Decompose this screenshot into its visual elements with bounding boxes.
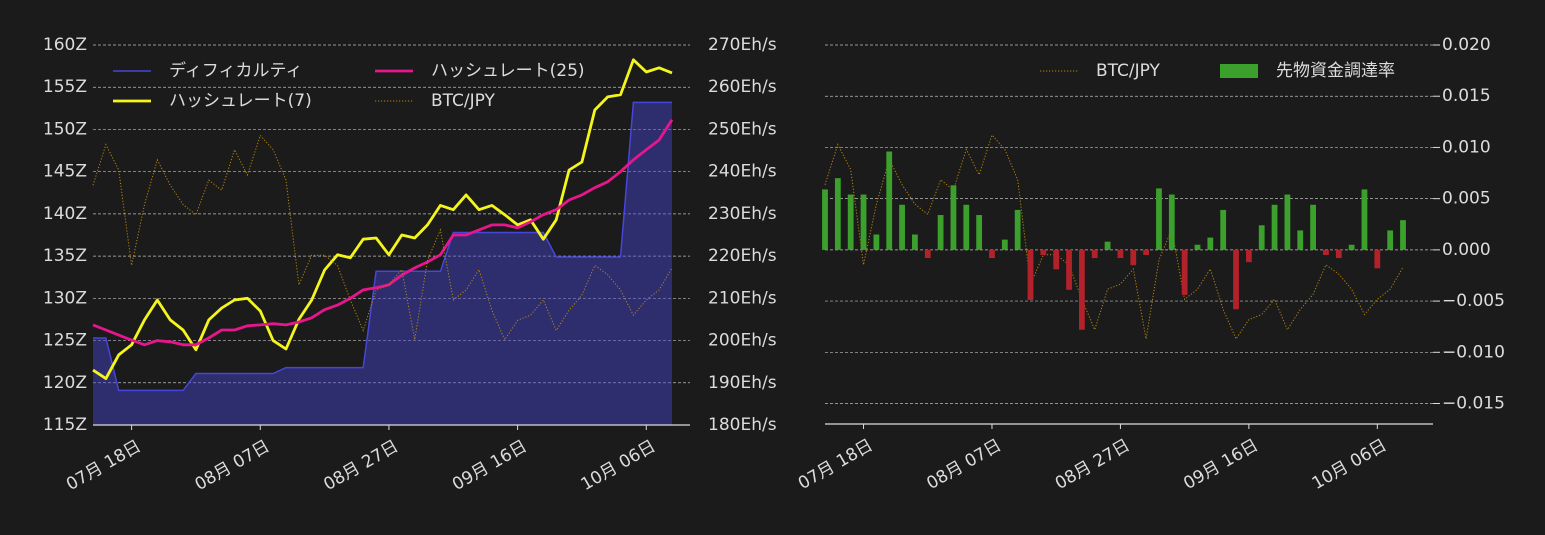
y-tick-label: 0.020 (1442, 35, 1491, 55)
y-tick-label: 0.010 (1442, 137, 1491, 157)
bar (1400, 220, 1406, 250)
bar (1078, 249, 1085, 330)
y-tick-label: 0.000 (1442, 240, 1491, 260)
bar (1258, 225, 1265, 250)
y2-tick-label: 230Eh/s (708, 204, 777, 224)
bar (1117, 249, 1124, 259)
legend-label: ディフィカルティ (169, 60, 302, 81)
bar (860, 194, 867, 250)
legend-label: BTC/JPY (431, 91, 496, 111)
bar (976, 215, 983, 250)
bar (1297, 230, 1304, 250)
y2-tick-label: 200Eh/s (708, 331, 777, 351)
legend-label: 先物資金調達率 (1276, 61, 1395, 81)
bar (1130, 249, 1137, 266)
bar (1194, 244, 1201, 250)
bar (1053, 249, 1060, 270)
bar (1207, 237, 1214, 250)
legend-entry: BTC/JPY (375, 91, 496, 111)
y-tick-label: 140Z (43, 204, 87, 224)
bar (963, 204, 970, 250)
bar (1310, 204, 1316, 250)
y-tick-label: 130Z (43, 288, 87, 308)
y-tick-label: 115Z (43, 415, 87, 435)
y2-tick-label: 250Eh/s (708, 119, 777, 139)
bar (950, 185, 957, 250)
bar (1014, 209, 1021, 250)
y-tick-label: −0.015 (1442, 394, 1505, 414)
y-tick-label: −0.010 (1442, 342, 1505, 362)
y-tick-label: 0.005 (1442, 189, 1491, 209)
legend-label: ハッシュレート(25) (431, 61, 585, 81)
area-line (93, 101, 672, 392)
y2-tick-label: 180Eh/s (708, 415, 777, 435)
bar (1156, 188, 1162, 250)
bar (1335, 249, 1342, 259)
bar (1091, 249, 1098, 259)
bar (1245, 249, 1252, 263)
bar (1323, 249, 1329, 255)
y-tick-label: 160Z (43, 35, 87, 55)
bar (912, 234, 918, 250)
bar (1168, 194, 1175, 250)
area-fill (93, 102, 672, 426)
legend-entry: ハッシュレート(7) (113, 91, 312, 111)
bar (899, 204, 905, 250)
bar (1361, 189, 1368, 250)
bar (886, 151, 893, 250)
bar (989, 249, 995, 259)
bar (1284, 194, 1291, 250)
bar (924, 249, 931, 259)
bar (937, 215, 944, 250)
y-tick-label: 120Z (43, 373, 87, 393)
bar (847, 194, 854, 250)
y2-tick-label: 240Eh/s (708, 162, 777, 182)
y2-tick-label: 260Eh/s (708, 77, 777, 97)
legend-entry: ディフィカルティ (113, 60, 302, 81)
legend-entry: 先物資金調達率 (1220, 61, 1395, 81)
y2-tick-label: 210Eh/s (708, 288, 777, 308)
bar (834, 178, 841, 250)
line (824, 134, 1404, 340)
y-tick-label: 150Z (43, 119, 87, 139)
y-tick-label: 0.015 (1442, 86, 1491, 106)
legend-swatch (1220, 64, 1258, 78)
legend-label: ハッシュレート(7) (169, 91, 312, 111)
bar (1104, 241, 1111, 250)
legend-entry: ハッシュレート(25) (375, 61, 585, 81)
line (92, 58, 673, 380)
y-tick-label: 155Z (43, 77, 87, 97)
bar (822, 189, 828, 250)
bar (1001, 239, 1008, 250)
y-tick-label: −0.005 (1442, 291, 1505, 311)
bar (1271, 204, 1278, 250)
y2-tick-label: 270Eh/s (708, 35, 777, 55)
bar (1066, 249, 1072, 290)
line (92, 118, 674, 347)
bar (873, 234, 880, 250)
bar (1348, 244, 1355, 250)
legend-label: BTC/JPY (1096, 61, 1161, 81)
legend-entry: BTC/JPY (1040, 61, 1161, 81)
y2-tick-label: 190Eh/s (708, 373, 777, 393)
y-tick-label: 145Z (43, 162, 87, 182)
bar (1027, 249, 1034, 301)
y2-tick-label: 220Eh/s (708, 246, 777, 266)
y-tick-label: 135Z (43, 246, 87, 266)
bar (1387, 230, 1394, 250)
bar (1143, 249, 1150, 255)
y-tick-label: 125Z (43, 331, 87, 351)
bar (1233, 249, 1239, 310)
bar (1220, 209, 1227, 250)
bar (1181, 249, 1188, 295)
bar (1374, 249, 1381, 269)
bar (1040, 249, 1047, 255)
